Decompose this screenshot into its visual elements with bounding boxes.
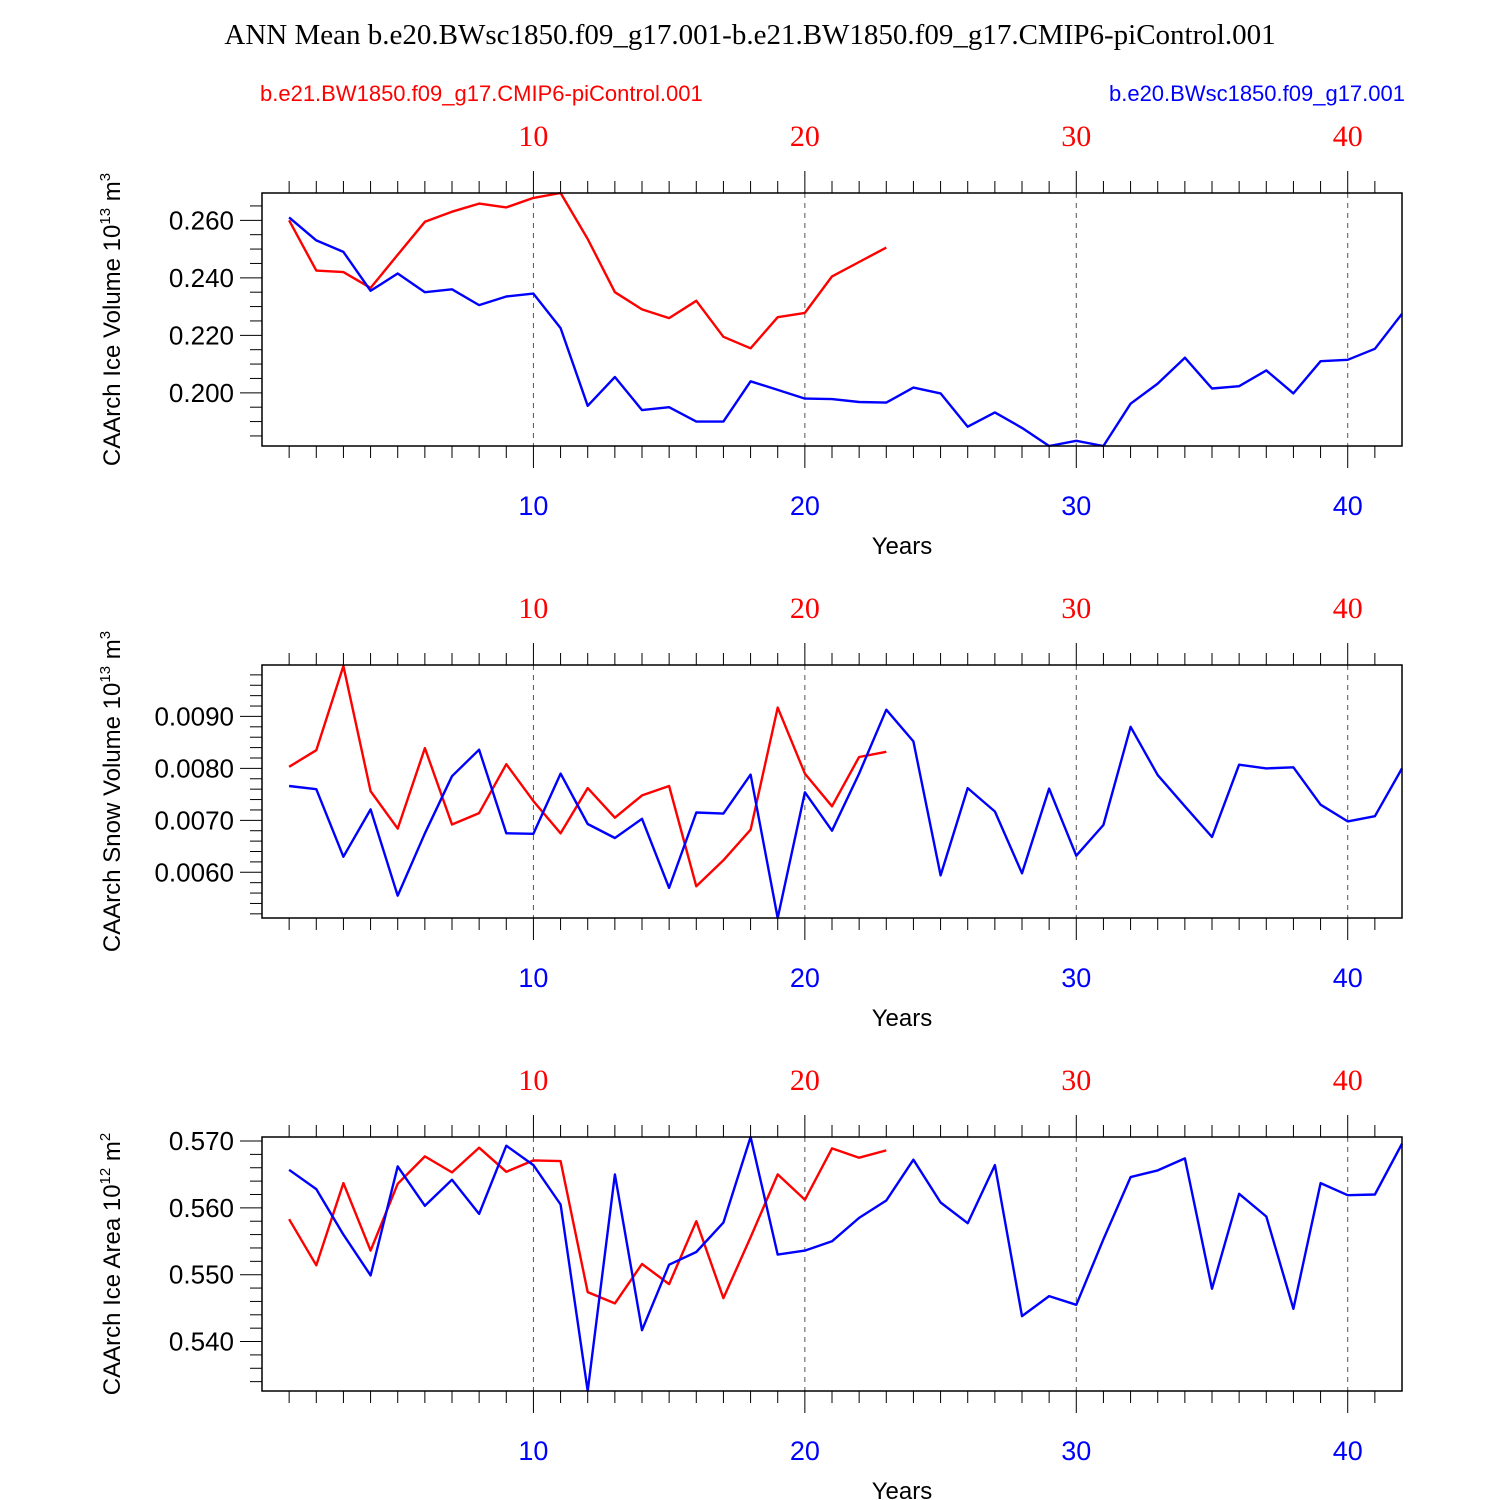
x-tick-label-bottom: 20 [790,1436,820,1466]
x-axis-label: Years [872,1005,933,1032]
y-axis-label-unit: m [99,181,126,208]
series-line-red [288,1146,887,1305]
y-tick-label: 0.200 [169,378,234,408]
x-tick-label-top: 30 [1061,1064,1091,1097]
x-tick-label-top: 40 [1333,120,1363,153]
x-tick-label-bottom: 30 [1061,1436,1091,1466]
x-tick-label-bottom: 10 [518,491,548,521]
y-axis-label-text: CAArch Ice Volume 10 [99,225,126,466]
x-tick-label-top: 20 [790,1064,820,1097]
x-tick-label-bottom: 40 [1333,491,1363,521]
x-tick-label-bottom: 30 [1061,963,1091,993]
chart-panel-2: 0.0060 0.0070 0.0080 0.0090 10 10 20 20 30 30 40 40… [97,592,1404,1032]
x-tick-label-bottom: 20 [790,963,820,993]
y-tick-label: 0.0070 [154,805,234,835]
x-tick-label-top: 20 [790,592,820,625]
chart-panel-3: 0.540 0.550 0.560 0.570 10 10 20 20 30 30 40 40 Year… [97,1064,1404,1500]
x-tick-label-top: 40 [1333,592,1363,625]
x-tick-label-top: 10 [518,1064,548,1097]
y-tick-label: 0.550 [169,1260,234,1290]
chart-panel-1: 0.200 0.220 0.240 0.260 10 10 20 20 30 30 40 40 Year… [97,120,1403,560]
series-line-blue [288,216,1403,448]
x-tick-label-bottom: 40 [1333,1436,1363,1466]
y-axis-label: CAArch Snow Volume 1013 m3 [97,631,126,952]
series-line-blue [288,708,1404,920]
x-tick-label-bottom: 10 [518,963,548,993]
plot-frame [261,664,1403,919]
plot-frame [261,1136,1403,1392]
x-tick-label-top: 40 [1333,1064,1363,1097]
x-axis-label: Years [872,1478,933,1500]
x-tick-label-top: 30 [1061,592,1091,625]
y-tick-label: 0.220 [169,320,234,350]
plot-frame [261,192,1403,447]
x-tick-label-bottom: 30 [1061,491,1091,521]
y-axis-label-unit: m [99,1141,126,1168]
y-axis-label-sup1: 12 [97,1168,114,1185]
series-line-blue [288,1135,1404,1393]
y-axis-label: CAArch Ice Area 1012 m2 [97,1133,126,1395]
x-axis-label: Years [872,533,933,560]
y-axis-label-text: CAArch Ice Area 10 [99,1184,126,1395]
y-axis-label-sup1: 13 [97,666,114,683]
y-axis-label-sup1: 13 [97,208,114,225]
x-tick-label-top: 10 [518,592,548,625]
x-tick-label-top: 10 [518,120,548,153]
series-line-red [288,191,887,350]
y-tick-label: 0.0090 [154,701,234,731]
x-tick-label-bottom: 10 [518,1436,548,1466]
chart-title: ANN Mean b.e20.BWsc1850.f09_g17.001-b.e2… [224,19,1275,51]
legend-label-control: b.e21.BW1850.f09_g17.CMIP6-piControl.001 [260,81,703,106]
y-tick-label: 0.0060 [154,857,234,887]
y-axis-label-text: CAArch Snow Volume 10 [99,683,126,952]
x-tick-label-bottom: 40 [1333,963,1363,993]
y-tick-label: 0.560 [169,1193,234,1223]
y-tick-label: 0.540 [169,1327,234,1357]
legend-label-experiment: b.e20.BWsc1850.f09_g17.001 [1109,81,1405,106]
x-tick-label-top: 20 [790,120,820,153]
y-tick-label: 0.260 [169,205,234,235]
y-axis-label-sup2: 2 [97,1133,114,1141]
y-axis-label-sup2: 3 [97,631,114,639]
y-axis-label: CAArch Ice Volume 1013 m3 [97,173,126,466]
series-line-red [288,664,887,888]
y-axis-label-sup2: 3 [97,173,114,181]
x-tick-label-bottom: 20 [790,491,820,521]
y-tick-label: 0.570 [169,1126,234,1156]
x-tick-label-top: 30 [1061,120,1091,153]
y-axis-label-unit: m [99,639,126,666]
y-tick-label: 0.0080 [154,753,234,783]
y-tick-label: 0.240 [169,263,234,293]
